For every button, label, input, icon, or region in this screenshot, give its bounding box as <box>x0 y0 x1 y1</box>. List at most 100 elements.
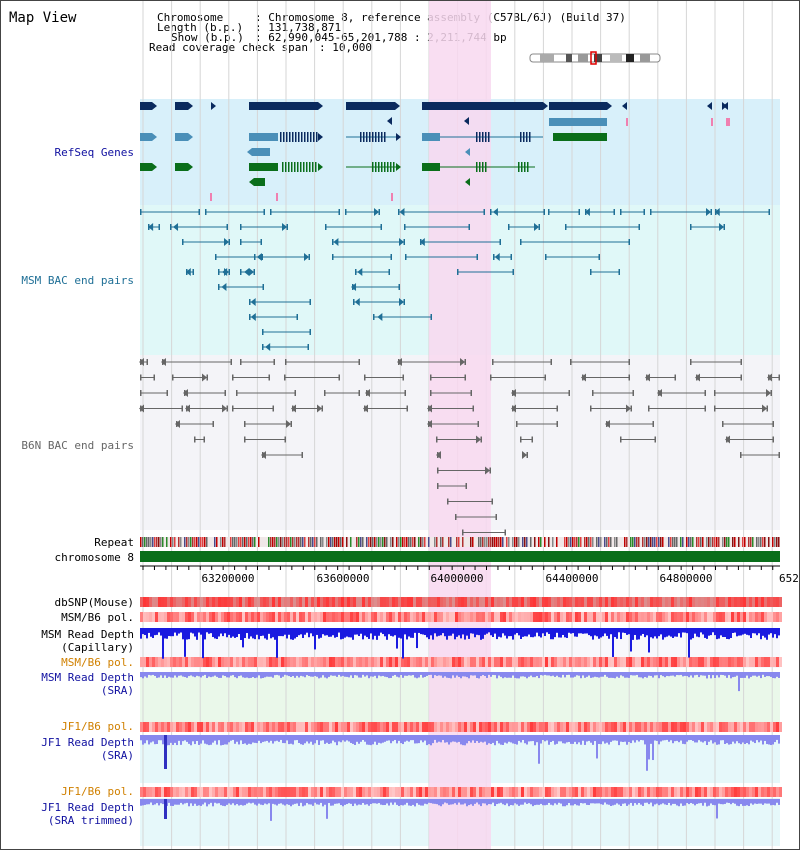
msm-cap-depth-bar <box>428 628 430 640</box>
jf1-trim-depth-bar <box>264 799 266 804</box>
strand-arrow <box>188 133 193 141</box>
msm-sra-depth-bar <box>304 672 306 678</box>
selected-region-highlight[interactable] <box>429 0 491 850</box>
msm-b6-pol-cell <box>443 612 446 622</box>
jf1-sra-depth-bar <box>482 735 484 743</box>
jf1-b6-pol-cell <box>632 722 635 732</box>
bac-end <box>338 374 340 381</box>
jf1-sra-depth-bar <box>706 735 708 746</box>
depth-tracks[interactable] <box>140 628 780 821</box>
msm-cap-depth-bar <box>434 628 436 634</box>
jf1-trim-depth-bar <box>392 799 394 805</box>
dbsnp-cell <box>713 597 716 607</box>
jf1-sra-depth-bar <box>712 735 714 744</box>
dbsnp-cell <box>221 597 224 607</box>
jf1-b6-pol2-cell <box>659 787 662 797</box>
jf1-b6-pol2-cell <box>767 787 770 797</box>
msm-b6-pol-cell <box>245 612 248 622</box>
msm-b6-pol-cell <box>419 612 422 622</box>
refseq-genes-layer[interactable] <box>140 102 730 201</box>
jf1-b6-pol-cell <box>329 722 332 732</box>
jf1-b6-pol-cell <box>272 722 275 732</box>
msm-sra-depth-bar <box>526 672 528 679</box>
jf1-b6-pol2-cell <box>431 787 434 797</box>
repeat-element <box>362 537 364 547</box>
msm-b6-pol2-cell <box>167 657 170 667</box>
jf1-sra-depth-bar <box>178 735 180 741</box>
msm-cap-depth-bar <box>746 628 748 635</box>
jf1-b6-pol-cell <box>311 722 314 732</box>
jf1-trim-depth-bar <box>238 799 240 806</box>
jf1-b6-pol2-cell <box>383 787 386 797</box>
msm-cap-depth-bar <box>140 628 142 639</box>
msm-sra-depth-bar <box>476 672 478 678</box>
jf1-sra-depth-bar <box>402 735 404 745</box>
repeat-element <box>146 537 148 547</box>
msm-b6-pol-cell <box>410 612 413 622</box>
jf1-trim-depth-bar <box>512 799 514 806</box>
jf1-trim-depth-bar <box>716 799 718 819</box>
jf1-trim-depth-bar <box>466 799 468 807</box>
exon <box>482 162 484 172</box>
msm-b6-pol2-cell <box>329 657 332 667</box>
msm-b6-pol-cell <box>467 612 470 622</box>
msm-b6-pol-cell <box>347 612 350 622</box>
msm-bac-layer[interactable] <box>140 208 770 351</box>
dbsnp-cell <box>329 597 332 607</box>
jf1-b6-pol-cell <box>494 722 497 732</box>
jf1-sra-depth-bar <box>702 735 704 743</box>
jf1-sra-depth-bar <box>522 735 524 740</box>
jf1-b6-pol-cell <box>590 722 593 732</box>
repeat-element <box>230 537 232 547</box>
jf1-b6-pol2-cell <box>551 787 554 797</box>
jf1-sra-depth-bar <box>372 735 374 745</box>
jf1-trim-depth-bar <box>464 799 466 804</box>
bac-arrow <box>605 420 610 428</box>
msm-cap-depth-bar <box>248 628 250 639</box>
jf1-trim-depth-bar <box>278 799 280 804</box>
msm-b6-pol2-cell <box>542 657 545 667</box>
chromosome-ideogram[interactable] <box>529 51 661 65</box>
repeat-element <box>448 537 450 547</box>
dbsnp-cell <box>293 597 296 607</box>
jf1-sra-depth-bar <box>348 735 350 742</box>
bac-end <box>504 529 506 536</box>
jf1-sra-depth-bar <box>534 735 536 746</box>
jf1-trim-depth-bar <box>556 799 558 805</box>
repeat-element <box>482 537 484 547</box>
repeat-element <box>706 537 708 547</box>
jf1-b6-pol-cell <box>440 722 443 732</box>
jf1-trim-depth-bar <box>174 799 176 805</box>
dbsnp-cell <box>275 597 278 607</box>
bac-end <box>355 269 357 275</box>
jf1-b6-pol2-cell <box>437 787 440 797</box>
depth-spike <box>164 735 167 769</box>
repeat-element <box>630 537 632 547</box>
jf1-trim-depth-bar <box>226 799 228 805</box>
bac-end <box>307 344 309 350</box>
gene-marker <box>711 118 713 126</box>
chromosome-bar[interactable] <box>140 551 780 562</box>
jf1-sra-depth-bar <box>358 735 360 744</box>
msm-b6-pol2-cell <box>335 657 338 667</box>
heatmap-tracks[interactable] <box>140 597 782 797</box>
repeat-track[interactable] <box>140 537 780 547</box>
jf1-sra-depth-bar <box>336 735 338 746</box>
dbsnp-cell <box>665 597 668 607</box>
jf1-sra-depth-bar <box>724 735 726 744</box>
jf1-b6-pol2-cell <box>710 787 713 797</box>
msm-cap-depth-bar <box>328 628 330 637</box>
bac-arrow <box>173 223 179 231</box>
jf1-trim-depth-bar <box>504 799 506 806</box>
dbsnp-cell <box>230 597 233 607</box>
exon <box>378 162 380 172</box>
jf1-b6-pol2-cell <box>686 787 689 797</box>
msm-sra-depth-bar <box>758 672 760 676</box>
b6n-bac-layer[interactable] <box>139 358 780 536</box>
jf1-sra-depth-bar <box>352 735 354 744</box>
jf1-trim-depth-bar <box>614 799 616 805</box>
jf1-sra-depth-bar <box>214 735 216 741</box>
msm-b6-pol-cell <box>215 612 218 622</box>
msm-cap-depth-bar <box>364 628 366 636</box>
